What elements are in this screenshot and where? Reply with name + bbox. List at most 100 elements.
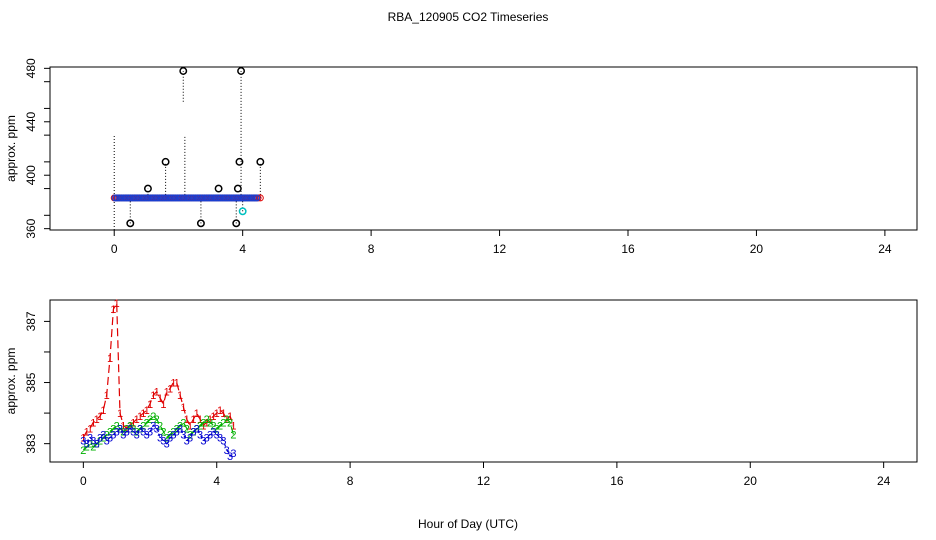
series-point-symbol: 2 <box>187 429 193 441</box>
baseline-point-blue <box>129 194 137 202</box>
series-point-symbol: 3 <box>114 426 120 438</box>
baseline-point-blue <box>210 194 218 202</box>
baseline-point-blue <box>183 194 191 202</box>
baseline-point-blue <box>161 194 169 202</box>
series-point-symbol: 2 <box>220 417 226 429</box>
data-point <box>238 207 247 216</box>
series-point-symbol: 2 <box>180 417 186 429</box>
series-point-symbol: 3 <box>184 436 190 448</box>
series-point-symbol: 2 <box>97 436 103 448</box>
series-point-symbol: 2 <box>190 426 196 438</box>
baseline-point-blue <box>208 194 216 202</box>
series-point-symbol: 1 <box>170 378 176 390</box>
top-panel: 0 4 8 12 16 20 24 360 400 440 480 approx. ppm <box>4 58 918 256</box>
series-point-symbol: 2 <box>90 442 96 454</box>
series-point-symbol: 1 <box>197 414 203 426</box>
series-point-symbol: 1 <box>220 408 226 420</box>
baseline-point-blue <box>111 194 119 202</box>
series-point-symbol: 1 <box>150 390 156 402</box>
data-point <box>232 219 241 228</box>
series-point-symbol: 3 <box>117 423 123 435</box>
series-point-symbol: 3 <box>224 445 230 457</box>
series-point-symbol: 2 <box>80 445 86 457</box>
baseline-point-blue <box>147 194 155 202</box>
baseline-point-blue <box>113 194 122 202</box>
series-point-symbol: 1 <box>87 423 93 435</box>
series-point-symbol: 3 <box>130 426 136 438</box>
baseline-point-blue <box>219 194 227 202</box>
series-point-symbol: 1 <box>140 408 146 420</box>
series-point-symbol: 3 <box>174 426 180 438</box>
x-tick-label: 20 <box>744 474 758 488</box>
figure-title: RBA_120905 CO2 Timeseries <box>388 10 549 24</box>
series-point-symbol: 3 <box>134 429 140 441</box>
baseline-point-blue <box>221 194 229 202</box>
series-point-symbol: 2 <box>114 420 120 432</box>
series-point-symbol: 2 <box>137 423 143 435</box>
series-point-symbol: 3 <box>154 423 160 435</box>
data-point <box>196 219 205 228</box>
series-point-symbol: 3 <box>200 436 206 448</box>
baseline-point-blue <box>131 194 140 202</box>
series-point-symbol: 2 <box>200 417 206 429</box>
baseline-point-blue <box>127 194 135 202</box>
series-point-symbol: 3 <box>137 423 143 435</box>
baseline-point-blue <box>241 194 250 202</box>
y-tick-label: 480 <box>24 58 38 78</box>
y-tick-label: 383 <box>24 433 38 453</box>
top-data-marks <box>110 67 265 230</box>
series-point-symbol: 1 <box>94 414 100 426</box>
baseline-point-blue <box>226 194 234 202</box>
baseline-point-blue <box>253 194 261 202</box>
series-point-symbol: 3 <box>220 436 226 448</box>
series-point-symbol: 2 <box>224 414 230 426</box>
baseline-point-blue <box>230 194 238 202</box>
x-tick-label: 12 <box>493 242 507 256</box>
series-point-symbol: 1 <box>110 304 116 316</box>
series-point-symbol: 2 <box>134 426 140 438</box>
series-point-symbol: 3 <box>100 429 106 441</box>
series-point-symbol: 2 <box>167 429 173 441</box>
baseline-point-blue <box>145 194 153 202</box>
data-point <box>235 157 244 166</box>
baseline-point-blue <box>125 194 133 202</box>
series-point-symbol: 3 <box>80 436 86 448</box>
baseline-point-blue <box>138 194 146 202</box>
series-point-symbol: 1 <box>154 387 160 399</box>
series-point-symbol: 2 <box>104 429 110 441</box>
series-point-symbol: 1 <box>104 390 110 402</box>
baseline-point-blue <box>199 194 207 202</box>
series-point-symbol: 1 <box>120 420 126 432</box>
series-point-symbol: 3 <box>84 439 90 451</box>
series-point-symbol: 3 <box>150 420 156 432</box>
baseline-point-blue <box>217 194 225 202</box>
x-tick-label: 16 <box>621 242 635 256</box>
series-point-symbol: 2 <box>130 423 136 435</box>
series-point-symbol: 1 <box>117 408 123 420</box>
baseline-point-blue <box>170 194 178 202</box>
series-point-symbol: 3 <box>90 436 96 448</box>
series-point-symbol: 2 <box>194 423 200 435</box>
data-point <box>237 67 246 75</box>
series-point-symbol: 2 <box>84 442 90 454</box>
series-point-symbol: 3 <box>147 426 153 438</box>
series-point-symbol: 1 <box>227 411 233 423</box>
series-point-symbol: 1 <box>187 420 193 432</box>
series-point-symbol: 2 <box>107 426 113 438</box>
y-tick-label: 440 <box>24 111 38 131</box>
baseline-point-blue <box>250 194 259 202</box>
baseline-point-blue <box>116 194 124 202</box>
series-point-symbol: 1 <box>144 405 150 417</box>
series-point-symbol: 3 <box>190 426 196 438</box>
series-point-symbol: 1 <box>174 378 180 390</box>
baseline-point-blue <box>248 194 256 202</box>
series-point-symbol: 1 <box>224 414 230 426</box>
baseline-point-blue <box>214 194 223 202</box>
baseline-point-blue <box>122 194 131 202</box>
series-point-symbol: 3 <box>124 426 130 438</box>
series-point-symbol: 2 <box>144 417 150 429</box>
data-point <box>256 157 265 166</box>
series-point-symbol: 3 <box>104 436 110 448</box>
